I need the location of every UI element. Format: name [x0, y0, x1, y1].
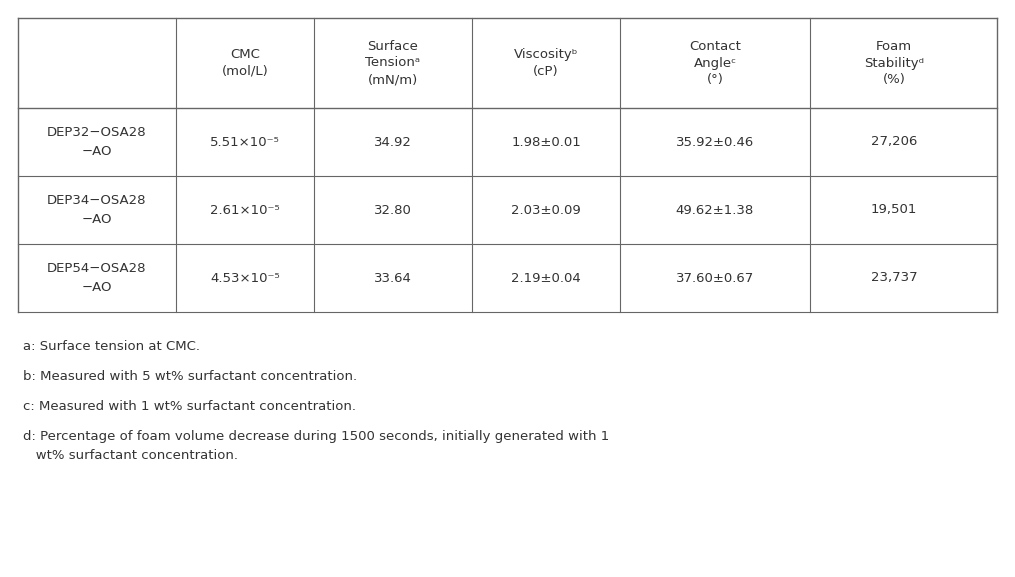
Text: 1.98±0.01: 1.98±0.01	[512, 136, 581, 148]
Text: 37.60±0.67: 37.60±0.67	[676, 272, 754, 284]
Text: a: Surface tension at CMC.: a: Surface tension at CMC.	[23, 340, 200, 353]
Text: 32.80: 32.80	[375, 204, 412, 216]
Text: b: Measured with 5 wt% surfactant concentration.: b: Measured with 5 wt% surfactant concen…	[23, 370, 357, 383]
Text: DEP54−OSA28
−AO: DEP54−OSA28 −AO	[48, 262, 147, 294]
Text: 4.53×10⁻⁵: 4.53×10⁻⁵	[210, 272, 280, 284]
Text: 34.92: 34.92	[375, 136, 412, 148]
Text: Contact
Angleᶜ
(°): Contact Angleᶜ (°)	[689, 39, 741, 87]
Text: CMC
(mol/L): CMC (mol/L)	[221, 48, 268, 78]
Text: 27,206: 27,206	[871, 136, 918, 148]
Text: DEP34−OSA28
−AO: DEP34−OSA28 −AO	[48, 194, 147, 226]
Text: 2.61×10⁻⁵: 2.61×10⁻⁵	[210, 204, 280, 216]
Text: 33.64: 33.64	[375, 272, 412, 284]
Text: 23,737: 23,737	[871, 272, 918, 284]
Text: Foam
Stabilityᵈ
(%): Foam Stabilityᵈ (%)	[864, 39, 924, 87]
Text: 35.92±0.46: 35.92±0.46	[676, 136, 754, 148]
Text: Viscosityᵇ
(cP): Viscosityᵇ (cP)	[514, 48, 579, 78]
Text: 19,501: 19,501	[871, 204, 918, 216]
Text: 5.51×10⁻⁵: 5.51×10⁻⁵	[210, 136, 280, 148]
Text: 2.19±0.04: 2.19±0.04	[512, 272, 581, 284]
Text: 49.62±1.38: 49.62±1.38	[676, 204, 754, 216]
Text: Surface
Tensionᵃ
(mN/m): Surface Tensionᵃ (mN/m)	[365, 39, 420, 87]
Text: 2.03±0.09: 2.03±0.09	[512, 204, 581, 216]
Text: c: Measured with 1 wt% surfactant concentration.: c: Measured with 1 wt% surfactant concen…	[23, 400, 356, 413]
Text: d: Percentage of foam volume decrease during 1500 seconds, initially generated w: d: Percentage of foam volume decrease du…	[23, 430, 609, 462]
Text: DEP32−OSA28
−AO: DEP32−OSA28 −AO	[47, 126, 147, 158]
